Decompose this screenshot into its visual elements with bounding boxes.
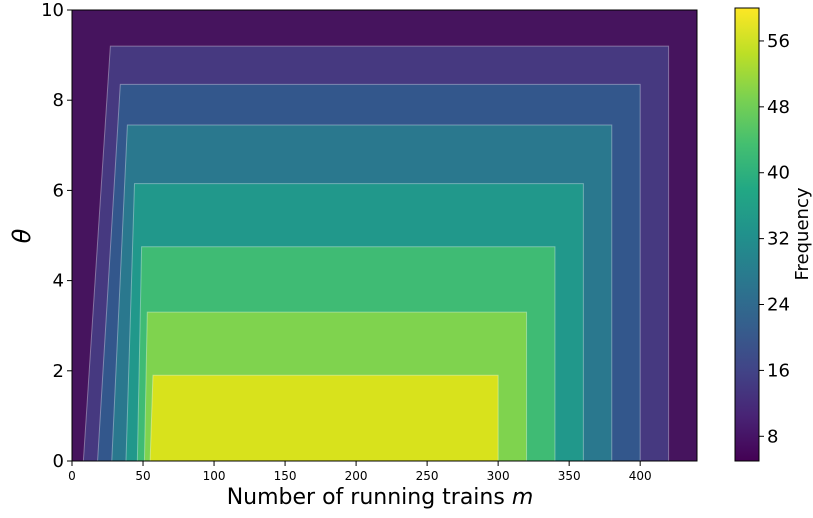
colorbar-tick-label: 40 [767, 163, 790, 184]
colorbar-label: Frequency [792, 187, 813, 280]
colorbar-tick-label: 8 [767, 426, 778, 447]
y-tick-label: 4 [53, 271, 64, 292]
colorbar-tick-label: 48 [767, 97, 790, 118]
plot-frame [71, 9, 698, 462]
y-tick-label: 6 [53, 180, 64, 201]
plot-area [72, 10, 697, 462]
x-tick-label: 200 [345, 469, 368, 483]
colorbar-tick-label: 16 [767, 360, 790, 381]
x-tick-label: 100 [203, 469, 226, 483]
x-tick-label: 350 [558, 469, 581, 483]
y-tick-label: 0 [53, 451, 64, 472]
y-axis-label: θ [8, 228, 36, 243]
y-tick-label: 10 [41, 0, 64, 21]
x-tick-label: 0 [68, 469, 76, 483]
y-axis: 0 2 4 6 8 10 [41, 0, 72, 472]
y-tick-label: 8 [53, 90, 64, 111]
y-tick-label: 2 [53, 361, 64, 382]
colorbar-ticks: 8 16 24 32 40 48 56 [759, 31, 790, 447]
colorbar-tick-label: 56 [767, 31, 790, 52]
x-axis: 0 50 100 150 200 250 300 350 400 [68, 461, 652, 483]
x-tick-label: 50 [135, 469, 150, 483]
x-tick-label: 250 [416, 469, 439, 483]
contour-region-7 [149, 374, 499, 462]
colorbar-tick-label: 32 [767, 229, 790, 250]
x-tick-label: 150 [274, 469, 297, 483]
colorbar-tick-label: 24 [767, 295, 790, 316]
colorbar [734, 7, 760, 462]
x-axis-label: Number of running trains m [227, 485, 534, 510]
x-tick-label: 300 [487, 469, 510, 483]
x-tick-label: 400 [629, 469, 652, 483]
